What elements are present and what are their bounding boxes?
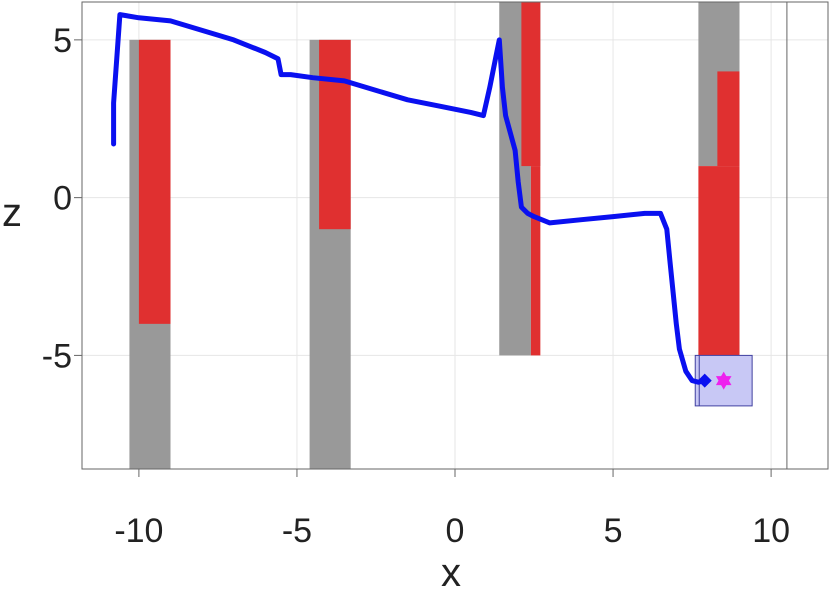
obstacle-red-bar: [319, 39, 351, 230]
y-tick-label: 5: [53, 22, 72, 60]
trajectory-group: [111, 12, 712, 388]
y-tick-label: -5: [42, 337, 72, 375]
obstacle-red-bar: [717, 71, 740, 167]
obstacle-red-bar: [530, 166, 541, 356]
obstacles: [129, 2, 740, 469]
obstacle-red-bar: [138, 39, 171, 324]
goal-marker-group: [715, 371, 732, 390]
trajectory-end-marker: [697, 373, 712, 388]
x-tick-label: 0: [446, 512, 465, 550]
obstacle-red-bar: [521, 2, 541, 167]
obstacle-red-bar: [698, 166, 740, 362]
x-tick-label: 5: [604, 512, 623, 550]
x-tick-label: -10: [114, 512, 163, 550]
y-tick-label: 0: [53, 180, 72, 218]
trajectory-line: [111, 12, 708, 385]
x-axis-label: x: [441, 551, 461, 590]
y-axis-ticks: -5 0 5: [42, 22, 82, 375]
x-axis-ticks: -10 -5 0 5 10: [114, 469, 790, 550]
goal-star-marker: [715, 376, 732, 390]
x-tick-label: 10: [752, 512, 790, 550]
y-axis-label: z: [2, 191, 22, 235]
x-tick-label: -5: [282, 512, 312, 550]
